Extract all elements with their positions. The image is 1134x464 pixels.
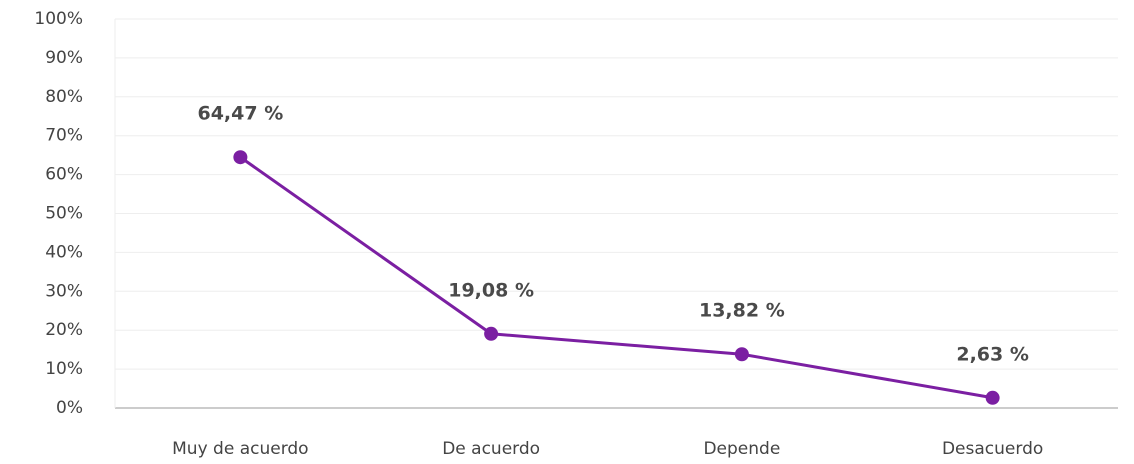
y-tick-label: 70% — [45, 126, 83, 146]
point — [484, 326, 499, 341]
point — [233, 150, 248, 165]
x-tick-label: De acuerdo — [442, 439, 540, 459]
y-tick-label: 20% — [45, 320, 83, 340]
y-tick-label: 100% — [34, 9, 83, 29]
y-tick-label: 0% — [56, 398, 83, 418]
x-tick-label: Muy de acuerdo — [172, 439, 308, 459]
y-tick-label: 50% — [45, 204, 83, 224]
value-label: 2,63 % — [956, 343, 1029, 365]
y-tick-label: 40% — [45, 242, 83, 262]
line — [239, 155, 993, 400]
x-tick-label: Depende — [703, 439, 780, 459]
y-tick-label: 80% — [45, 87, 83, 107]
y-tick-label: 90% — [45, 48, 83, 68]
y-tick-label: 60% — [45, 165, 83, 185]
value-label: 19,08 % — [448, 279, 534, 301]
value-label: 13,82 % — [699, 300, 785, 322]
point — [734, 347, 749, 362]
point — [985, 390, 1000, 405]
y-tick-label: 10% — [45, 359, 83, 379]
value-label: 64,47 % — [197, 103, 283, 125]
x-tick-label: Desacuerdo — [942, 439, 1043, 459]
y-tick-label: 30% — [45, 281, 83, 301]
